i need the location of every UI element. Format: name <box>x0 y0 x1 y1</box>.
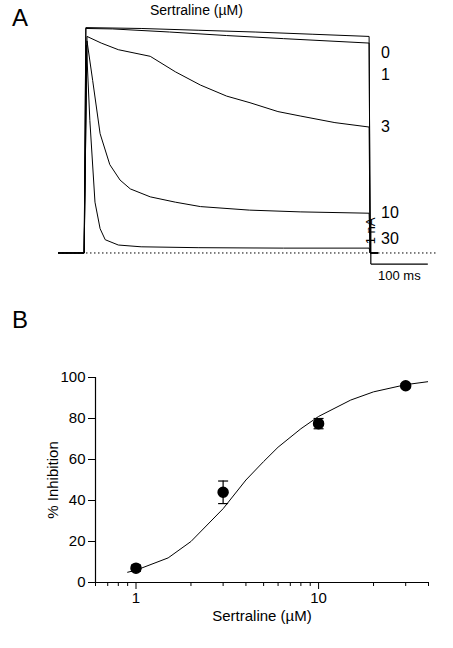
svg-text:1: 1 <box>132 589 140 606</box>
html-text:A: A <box>12 4 28 31</box>
svg-text:30: 30 <box>381 230 399 247</box>
html-text:Sertraline (µM): Sertraline (µM) <box>150 2 243 18</box>
svg-text:% Inhibition: % Inhibition <box>44 441 61 519</box>
svg-text:10: 10 <box>310 589 327 606</box>
svg-text:20: 20 <box>69 532 86 549</box>
svg-text:40: 40 <box>69 491 86 508</box>
html-text:B: B <box>12 306 28 333</box>
svg-text:100: 100 <box>60 368 85 385</box>
svg-text:1 nA: 1 nA <box>363 217 378 244</box>
svg-text:10: 10 <box>381 204 399 221</box>
svg-text:Sertraline (µM): Sertraline (µM) <box>212 607 312 624</box>
svg-text:1: 1 <box>381 66 390 83</box>
svg-text:3: 3 <box>381 118 390 135</box>
svg-text:60: 60 <box>69 450 86 467</box>
svg-text:0: 0 <box>77 573 85 590</box>
svg-text:0: 0 <box>381 44 390 61</box>
svg-text:100 ms: 100 ms <box>378 268 421 283</box>
svg-text:80: 80 <box>69 409 86 426</box>
